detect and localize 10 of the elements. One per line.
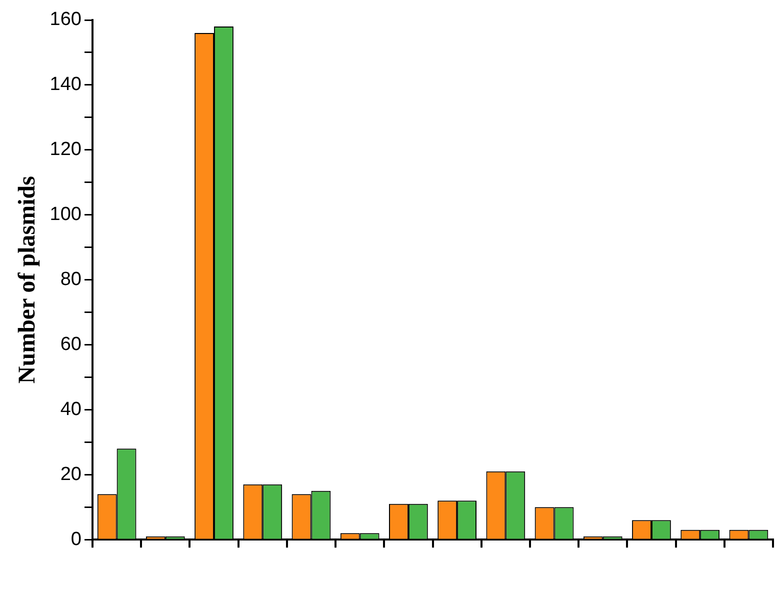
y-tick-label: 160	[50, 9, 82, 30]
y-tick-label: 80	[60, 269, 82, 290]
y-tick-label: 140	[50, 74, 82, 96]
y-tick-label: 40	[60, 398, 82, 420]
y-tick-label: 0	[70, 528, 82, 550]
y-tick-label: 60	[60, 334, 82, 355]
y-tick-label: 120	[50, 139, 82, 160]
y-tick-label: 20	[60, 464, 82, 485]
y-axis-title: Number of plasmids	[14, 176, 41, 384]
y-tick-label: 100	[50, 204, 82, 226]
